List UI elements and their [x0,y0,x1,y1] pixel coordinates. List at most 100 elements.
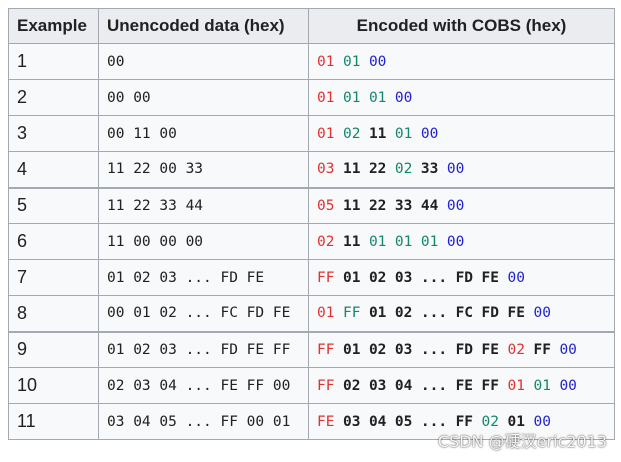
example-number: 4 [8,151,99,188]
encoded-byte: 00 [446,161,465,178]
encoded-byte: 02 [368,341,387,358]
encoded-byte: 00 [394,89,413,106]
unencoded-cell: 00 11 00 [98,115,309,152]
encoded-byte: 11 [342,197,361,214]
encoded-byte: 11 [368,125,387,142]
example-number: 6 [8,223,99,260]
encoded-byte: 04 [368,413,387,430]
example-number: 11 [8,403,99,440]
table-row: 9 01 02 03 ... FD FE FF FF 01 02 03... FD FE 02 F… [8,330,615,368]
table-row: 7 01 02 03 ... FD FE FF 01 02 03... FD FE 00 [8,259,615,296]
unencoded-cell: 01 02 03 ... FD FE FF [98,330,309,368]
unencoded-cell: 03 04 05 ... FF 00 01 [98,403,309,440]
unencoded-cell: 00 [98,43,309,80]
table-row: 6 11 00 00 00 02 11 01 01 01 00 [8,223,615,260]
encoded-byte: 01 [317,89,335,106]
encoded-byte: 33 [394,197,413,214]
encoded-byte: 00 [559,341,577,358]
encoded-byte: 22 [368,161,387,178]
encoded-byte: FD [455,269,474,286]
encoded-byte: 00 [533,305,551,322]
encoded-byte: FD [481,305,500,322]
encoded-byte: 33 [420,161,439,178]
table-row: 8 00 01 02 ... FC FD FE 01 FF 01 02... FC FD FE 0… [8,295,615,332]
example-number: 8 [8,295,99,332]
encoded-byte: FC [455,305,474,322]
encoded-byte: 01 [342,341,361,358]
encoded-byte: 00 [446,233,465,250]
unencoded-cell: 01 02 03 ... FD FE [98,259,309,296]
encoded-byte: 00 [368,53,387,70]
unencoded-cell: 11 22 33 44 [98,186,309,224]
encoded-cell: FF 01 02 03... FD FE 02 FF 00 [308,330,615,368]
encoded-byte: 03 [342,413,361,430]
encoded-byte: 00 [507,269,525,286]
encoded-byte: 01 [507,377,525,394]
encoded-byte: 02 [481,413,500,430]
table-row: 4 11 22 00 33 03 11 22 02 33 00 [8,151,615,188]
encoded-byte: 01 [317,53,335,70]
encoded-byte: 00 [533,413,551,430]
table-row: 10 02 03 04 ... FE FF 00 FF 02 03 04... FE FF 01… [8,367,615,404]
encoded-byte: 02 [317,233,335,250]
encoded-byte: 11 [342,161,361,178]
table-body: 1 00 01 01 00 2 00 00 01 01 01 00 3 00 11 00 01 02 11 01… [8,43,615,440]
encoded-byte: ... [420,341,448,358]
encoded-byte: 04 [394,377,413,394]
encoded-cell: FF 02 03 04... FE FF 01 01 00 [308,367,615,404]
encoded-byte: FF [317,341,335,358]
encoded-byte: 01 [368,233,387,250]
encoded-byte: 11 [342,233,361,250]
encoded-byte: 01 [420,233,439,250]
encoded-cell: 05 11 22 33 44 00 [308,186,615,224]
encoded-byte: 01 [342,53,361,70]
example-number: 3 [8,115,99,152]
encoded-byte: 01 [342,89,361,106]
encoded-byte: FE [481,269,500,286]
encoded-byte: ... [420,305,448,322]
encoded-cell: 03 11 22 02 33 00 [308,151,615,188]
encoded-byte: 03 [394,341,413,358]
encoded-cell: 01 01 01 00 [308,79,615,116]
encoded-byte: 00 [420,125,439,142]
example-number: 1 [8,43,99,80]
encoded-cell: 01 01 00 [308,43,615,80]
table-row: 11 03 04 05 ... FF 00 01 FE 03 04 05... FF 02 01… [8,403,615,440]
encoded-cell: 02 11 01 01 01 00 [308,223,615,260]
example-number: 5 [8,186,99,224]
encoded-byte: FF [481,377,500,394]
encoded-byte: FF [455,413,474,430]
encoded-byte: 05 [394,413,413,430]
encoded-byte: 02 [507,341,525,358]
encoded-byte: 44 [420,197,439,214]
encoded-byte: 03 [394,269,413,286]
encoded-byte: 01 [507,413,525,430]
header-encoded: Encoded with COBS (hex) [308,8,615,44]
unencoded-cell: 00 01 02 ... FC FD FE [98,295,309,332]
encoded-byte: 02 [342,377,361,394]
encoded-cell: 01 FF 01 02... FC FD FE 00 [308,295,615,332]
unencoded-cell: 02 03 04 ... FE FF 00 [98,367,309,404]
encoded-byte: ... [420,377,448,394]
encoded-byte: 01 [394,233,413,250]
encoded-byte: 03 [368,377,387,394]
encoded-byte: FE [317,413,335,430]
encoded-byte: 01 [368,89,387,106]
table-row: 3 00 11 00 01 02 11 01 00 [8,115,615,152]
encoded-cell: FF 01 02 03... FD FE 00 [308,259,615,296]
example-number: 7 [8,259,99,296]
cobs-examples-table: Example Unencoded data (hex) Encoded wit… [8,8,615,440]
example-number: 2 [8,79,99,116]
table-row: 1 00 01 01 00 [8,43,615,80]
encoded-byte: FF [317,377,335,394]
encoded-byte: FE [455,377,474,394]
encoded-byte: 01 [342,269,361,286]
encoded-byte: 00 [446,197,465,214]
encoded-byte: 02 [342,125,361,142]
unencoded-cell: 00 00 [98,79,309,116]
encoded-byte: ... [420,269,448,286]
encoded-byte: 02 [394,305,413,322]
encoded-cell: FE 03 04 05... FF 02 01 00 [308,403,615,440]
example-number: 9 [8,330,99,368]
encoded-cell: 01 02 11 01 00 [308,115,615,152]
